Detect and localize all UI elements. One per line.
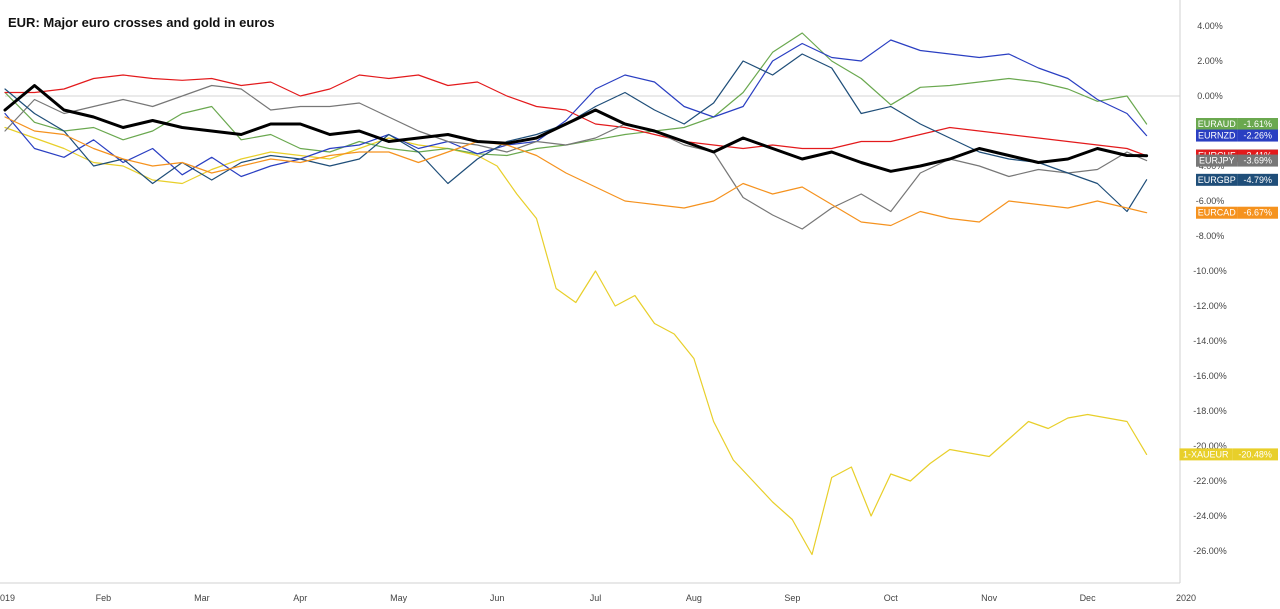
x-tick-label: Sep bbox=[784, 593, 800, 603]
end-label-name-box bbox=[1196, 173, 1238, 186]
series-line-euraud bbox=[4, 32, 1148, 157]
y-tick-label: 4.00% bbox=[1197, 21, 1223, 31]
y-tick-label: -22.00% bbox=[1193, 476, 1227, 486]
y-tick-label: 0.00% bbox=[1197, 91, 1223, 101]
end-label-value-box bbox=[1237, 173, 1278, 186]
y-tick-label: -16.00% bbox=[1193, 371, 1227, 381]
end-label-name: EURGBP bbox=[1198, 175, 1236, 185]
x-tick-label: Jun bbox=[490, 593, 505, 603]
x-tick-label: 2019 bbox=[0, 593, 15, 603]
x-tick-label: May bbox=[390, 593, 408, 603]
chart-title: EUR: Major euro crosses and gold in euro… bbox=[8, 15, 275, 30]
series-end-labels: EURAUD-1.61%EURNZD-2.26%EURUSD-3.41%EURC… bbox=[1179, 118, 1278, 461]
end-label-eurcad: EURCAD -6.67% bbox=[1196, 206, 1278, 219]
end-label-value: -2.26% bbox=[1244, 131, 1273, 141]
end-label-value-box bbox=[1237, 129, 1278, 142]
y-tick-label: 2.00% bbox=[1197, 56, 1223, 66]
series-line-1-xaueur bbox=[4, 126, 1148, 556]
end-label-value-box bbox=[1232, 448, 1278, 461]
x-tick-label: 2020 bbox=[1176, 593, 1196, 603]
end-label-value: -6.67% bbox=[1244, 208, 1273, 218]
x-tick-label: Oct bbox=[884, 593, 899, 603]
end-label-eurjpy: EURJPY -3.69% bbox=[1196, 154, 1278, 167]
x-tick-label: Mar bbox=[194, 593, 210, 603]
end-label-name-box bbox=[1179, 448, 1233, 461]
end-label-value: -4.79% bbox=[1244, 175, 1273, 185]
x-tick-label: Feb bbox=[96, 593, 112, 603]
end-label-value: -3.69% bbox=[1244, 156, 1273, 166]
y-tick-label: -8.00% bbox=[1196, 231, 1225, 241]
end-label-value-box bbox=[1237, 118, 1278, 130]
x-tick-label: Aug bbox=[686, 593, 702, 603]
end-label-value: -20.48% bbox=[1238, 449, 1272, 459]
end-label-1-xaueur: 1-XAUEUR -20.48% bbox=[1179, 448, 1278, 461]
y-tick-label: -20.00% bbox=[1193, 441, 1227, 451]
y-tick-label: -24.00% bbox=[1193, 511, 1227, 521]
end-label-name-box bbox=[1196, 206, 1238, 219]
series-line-eurusd bbox=[3, 84, 1149, 173]
y-tick-label: -10.00% bbox=[1193, 266, 1227, 276]
end-label-name: 1-XAUEUR bbox=[1183, 449, 1229, 459]
y-tick-label: -18.00% bbox=[1193, 406, 1227, 416]
end-label-name: EURCAD bbox=[1198, 208, 1237, 218]
end-label-name: EURAUD bbox=[1198, 119, 1237, 129]
x-tick-label: Apr bbox=[293, 593, 307, 603]
series-line-eurgbp bbox=[4, 53, 1148, 213]
end-label-name-box bbox=[1196, 154, 1238, 167]
x-tick-label: Dec bbox=[1080, 593, 1097, 603]
end-label-eurgbp: EURGBP -4.79% bbox=[1196, 173, 1278, 186]
end-label-value-box bbox=[1237, 154, 1278, 167]
end-label-eurnzd: EURNZD -2.26% bbox=[1196, 129, 1278, 142]
series-line-eurjpy bbox=[4, 84, 1148, 230]
end-label-name: EURNZD bbox=[1198, 131, 1236, 141]
end-label-value-box bbox=[1237, 206, 1278, 219]
x-tick-label: Nov bbox=[981, 593, 998, 603]
end-label-name-box bbox=[1196, 118, 1238, 130]
series-line-eurnzd bbox=[4, 39, 1148, 178]
series-line-eurcad bbox=[4, 116, 1148, 227]
x-tick-label: Jul bbox=[590, 593, 602, 603]
y-tick-label: -6.00% bbox=[1196, 196, 1225, 206]
plot-area bbox=[3, 32, 1180, 556]
end-label-name-box bbox=[1196, 129, 1238, 142]
y-tick-label: -14.00% bbox=[1193, 336, 1227, 346]
end-label-euraud: EURAUD -1.61% bbox=[1196, 118, 1278, 130]
end-label-value: -1.61% bbox=[1244, 119, 1273, 129]
y-tick-label: -26.00% bbox=[1193, 546, 1227, 556]
end-label-name: EURJPY bbox=[1199, 156, 1235, 166]
y-tick-label: -12.00% bbox=[1193, 301, 1227, 311]
